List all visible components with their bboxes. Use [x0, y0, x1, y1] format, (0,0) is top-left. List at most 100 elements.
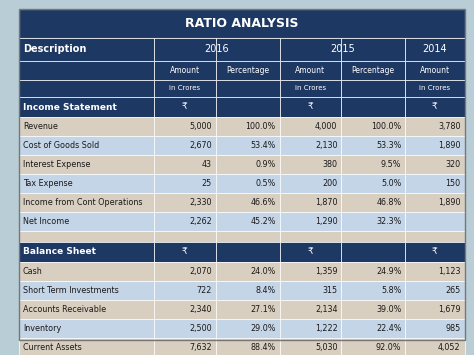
Text: RATIO ANALYSIS: RATIO ANALYSIS: [185, 17, 299, 30]
Text: 2,070: 2,070: [189, 267, 212, 276]
Bar: [19, 174, 154, 193]
Bar: [19, 155, 154, 174]
Text: Accounts Receivable: Accounts Receivable: [23, 305, 106, 314]
Bar: [280, 281, 341, 300]
Text: 315: 315: [322, 286, 337, 295]
Bar: [405, 242, 465, 262]
Bar: [280, 262, 341, 281]
Text: Cash: Cash: [23, 267, 43, 276]
Bar: [154, 61, 216, 80]
Bar: [341, 242, 405, 262]
Text: in Crores: in Crores: [295, 85, 326, 91]
Text: 2,130: 2,130: [315, 141, 337, 150]
Bar: [280, 117, 341, 136]
Bar: [154, 38, 216, 61]
Bar: [19, 193, 154, 212]
Text: 2,670: 2,670: [189, 141, 212, 150]
Text: 9.5%: 9.5%: [381, 160, 401, 169]
Bar: [280, 193, 341, 212]
Text: 5.8%: 5.8%: [381, 286, 401, 295]
Bar: [154, 281, 216, 300]
Text: Percentage: Percentage: [226, 66, 269, 75]
Bar: [405, 338, 465, 355]
Text: 22.4%: 22.4%: [376, 324, 401, 333]
Bar: [405, 174, 465, 193]
Bar: [341, 174, 405, 193]
Bar: [280, 212, 341, 231]
Bar: [154, 242, 216, 262]
Bar: [19, 242, 154, 262]
Bar: [341, 212, 405, 231]
Text: 8.4%: 8.4%: [255, 286, 276, 295]
Text: 5,000: 5,000: [190, 122, 212, 131]
Bar: [341, 300, 405, 319]
Text: 53.4%: 53.4%: [250, 141, 276, 150]
Bar: [216, 281, 280, 300]
Text: 320: 320: [446, 160, 461, 169]
Text: 39.0%: 39.0%: [376, 305, 401, 314]
Bar: [216, 338, 280, 355]
Text: 1,123: 1,123: [438, 267, 461, 276]
Text: 5.0%: 5.0%: [381, 179, 401, 189]
Text: Net Income: Net Income: [23, 218, 69, 226]
Bar: [19, 136, 154, 155]
Text: Amount: Amount: [170, 66, 200, 75]
Bar: [154, 97, 216, 117]
Bar: [216, 193, 280, 212]
Text: 29.0%: 29.0%: [250, 324, 276, 333]
Text: 100.0%: 100.0%: [371, 122, 401, 131]
Bar: [280, 155, 341, 174]
Bar: [341, 61, 405, 80]
Bar: [405, 80, 465, 97]
Bar: [405, 61, 465, 80]
Text: 2014: 2014: [423, 44, 447, 54]
Bar: [341, 38, 405, 61]
Bar: [19, 231, 154, 242]
Bar: [405, 136, 465, 155]
Bar: [405, 262, 465, 281]
Text: 5,030: 5,030: [315, 343, 337, 352]
Bar: [154, 136, 216, 155]
Bar: [19, 117, 154, 136]
Bar: [216, 212, 280, 231]
Bar: [216, 262, 280, 281]
Text: 0.9%: 0.9%: [255, 160, 276, 169]
Text: Interest Expense: Interest Expense: [23, 160, 90, 169]
Text: in Crores: in Crores: [169, 85, 201, 91]
Text: 265: 265: [446, 286, 461, 295]
Text: Description: Description: [23, 44, 86, 54]
Text: 722: 722: [197, 286, 212, 295]
Bar: [341, 319, 405, 338]
Bar: [154, 262, 216, 281]
Text: 4,000: 4,000: [315, 122, 337, 131]
Text: 1,870: 1,870: [315, 198, 337, 207]
Bar: [341, 97, 405, 117]
Bar: [405, 155, 465, 174]
Text: Balance Sheet: Balance Sheet: [23, 247, 96, 256]
Bar: [280, 136, 341, 155]
Bar: [280, 242, 341, 262]
Bar: [341, 155, 405, 174]
Text: 53.3%: 53.3%: [376, 141, 401, 150]
Text: Percentage: Percentage: [352, 66, 395, 75]
Text: 1,679: 1,679: [438, 305, 461, 314]
Text: 1,222: 1,222: [315, 324, 337, 333]
Text: 32.3%: 32.3%: [376, 218, 401, 226]
Text: 92.0%: 92.0%: [376, 343, 401, 352]
Bar: [341, 117, 405, 136]
Text: 27.1%: 27.1%: [250, 305, 276, 314]
Bar: [341, 193, 405, 212]
Bar: [405, 300, 465, 319]
Bar: [216, 117, 280, 136]
Bar: [216, 231, 280, 242]
Text: 46.6%: 46.6%: [251, 198, 276, 207]
Text: Amount: Amount: [295, 66, 326, 75]
Bar: [216, 300, 280, 319]
Text: Cost of Goods Sold: Cost of Goods Sold: [23, 141, 99, 150]
Bar: [405, 97, 465, 117]
Text: Short Term Investments: Short Term Investments: [23, 286, 118, 295]
Text: Income Statement: Income Statement: [23, 103, 117, 111]
Bar: [154, 155, 216, 174]
Bar: [280, 319, 341, 338]
Text: 380: 380: [322, 160, 337, 169]
